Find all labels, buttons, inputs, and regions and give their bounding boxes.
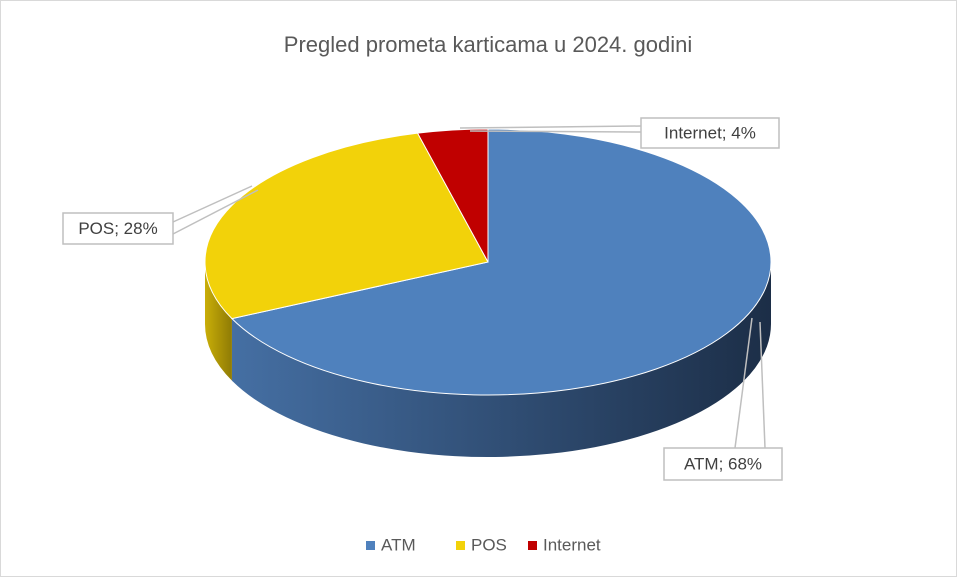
data-label-box — [663, 447, 783, 481]
leader-line — [469, 130, 642, 133]
pie-slice — [416, 128, 489, 263]
leader-line — [172, 189, 259, 235]
legend-swatch — [366, 541, 375, 550]
data-label: ATM; 68% — [684, 454, 762, 473]
leader-line — [172, 185, 253, 223]
data-label-box — [640, 117, 780, 149]
leader-line — [459, 125, 642, 129]
pie-slice — [230, 128, 772, 396]
data-label: POS; 28% — [78, 219, 157, 238]
data-label: Internet; 4% — [664, 123, 756, 142]
legend-label: Internet — [543, 535, 601, 554]
legend-label: POS — [471, 535, 507, 554]
leader-line — [759, 321, 766, 449]
legend-swatch — [528, 541, 537, 550]
legend-label: ATM — [381, 535, 416, 554]
legend-swatch — [456, 541, 465, 550]
pie-slice — [204, 132, 489, 320]
leader-line — [734, 317, 753, 449]
data-label-box — [62, 212, 174, 245]
chart-title: Pregled prometa karticama u 2024. godini — [284, 32, 692, 57]
pie-side — [231, 262, 771, 457]
